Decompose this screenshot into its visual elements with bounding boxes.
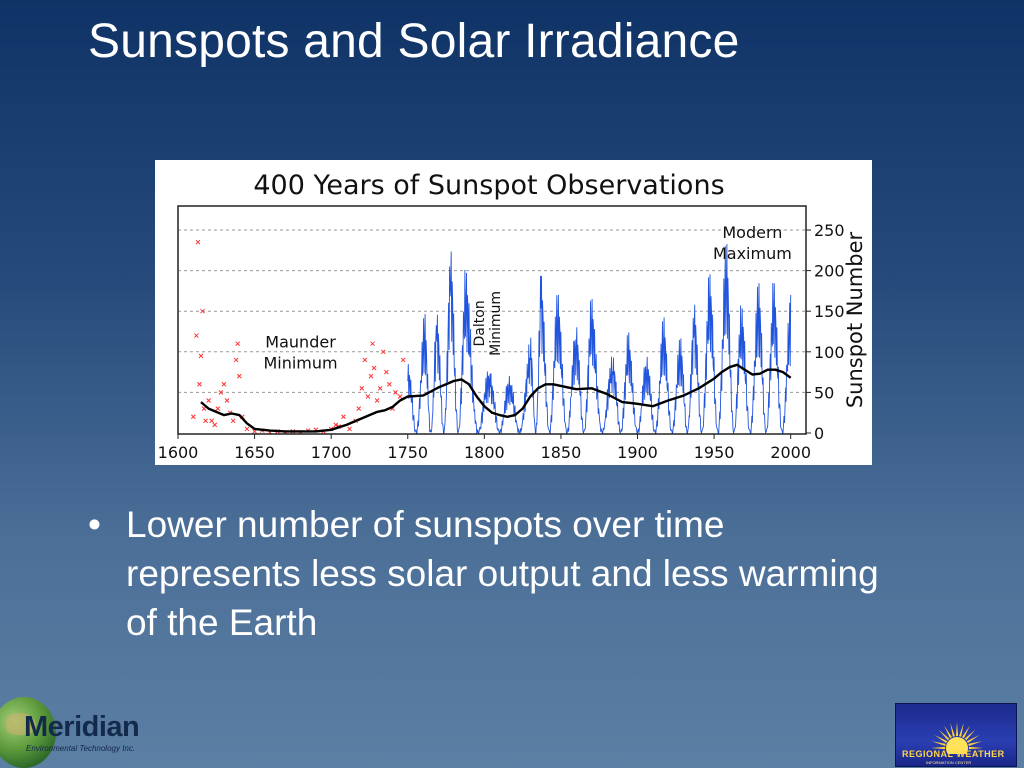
telescope-observations-series (407, 243, 792, 435)
plot-frame (177, 205, 807, 435)
data-point (190, 414, 196, 420)
series-line (200, 363, 792, 433)
globe-icon (0, 697, 56, 768)
smoothed-average-series (200, 363, 792, 433)
sun-ray (959, 722, 964, 737)
sun-ray (955, 722, 959, 737)
data-point (383, 369, 389, 375)
data-point (206, 398, 211, 403)
regional-weather-logo: REGIONAL WEATHER INFORMATION CENTER (895, 703, 1017, 767)
x-tick-label: 1800 (464, 443, 505, 462)
data-point (400, 357, 406, 363)
data-point (230, 418, 236, 424)
meridian-logo-name: Meridian (24, 711, 140, 743)
y-tick-label: 100 (814, 343, 845, 362)
series-line (407, 243, 792, 435)
data-point (371, 365, 377, 371)
x-tick-label: 1700 (311, 443, 352, 462)
data-point (212, 422, 218, 428)
data-point (215, 406, 221, 411)
data-point (233, 357, 239, 363)
data-point (393, 390, 398, 395)
annotation-line: Dalton (472, 300, 488, 346)
y-axis-label: Sunspot Number (843, 231, 867, 408)
x-tick-label: 2000 (770, 443, 811, 462)
sunspot-chart-panel: 400 Years of Sunspot Observations 1600 16… (155, 160, 872, 465)
sun-ray (944, 725, 952, 739)
y-tick-label: 200 (814, 262, 845, 281)
data-point (224, 398, 230, 403)
data-point (347, 426, 352, 432)
chart-title: 400 Years of Sunspot Observations (253, 170, 724, 201)
sun-ray (938, 729, 950, 741)
y-tick-label: 150 (814, 302, 845, 321)
meridian-logo: Meridian Environmental Technology Inc. (0, 697, 170, 768)
data-point (194, 333, 199, 338)
annotation-line: Minimum (488, 291, 504, 356)
data-point (200, 308, 205, 314)
y-tick-label: 250 (814, 221, 845, 240)
regional-weather-logo-name: REGIONAL WEATHER (902, 749, 1005, 759)
data-point (221, 381, 227, 387)
sun-ray (931, 746, 946, 750)
sun-ray (931, 741, 946, 746)
annotation-line: Minimum (263, 354, 337, 373)
data-point (333, 422, 339, 428)
data-point (218, 390, 224, 395)
y-tick-label: 50 (814, 383, 834, 402)
annotation-line: Maunder (265, 333, 336, 352)
data-point (359, 385, 365, 391)
sun-icon (931, 722, 983, 754)
data-point (197, 381, 202, 387)
data-point (365, 394, 371, 399)
slide-title: Sunspots and Solar Irradiance (88, 15, 740, 68)
chart-grid (178, 229, 806, 393)
x-tick-label: 1600 (158, 443, 199, 462)
data-point (368, 373, 374, 379)
data-point (236, 373, 242, 379)
data-point (377, 385, 383, 391)
x-tick-label: 1850 (541, 443, 582, 462)
annotation-line: Modern (722, 223, 782, 242)
data-point (198, 353, 204, 359)
x-tick-label: 1900 (617, 443, 658, 462)
sun-ray (968, 741, 983, 746)
x-tick-label: 1950 (694, 443, 735, 462)
data-point (370, 341, 375, 347)
regional-weather-logo-sub: INFORMATION CENTER (926, 760, 972, 765)
data-point (380, 349, 386, 355)
bullet-marker: • (88, 504, 101, 545)
bullet-text: Lower number of sunspots over time repre… (126, 504, 879, 643)
sun-ray (964, 729, 976, 741)
data-point (341, 414, 346, 420)
data-point (244, 426, 250, 432)
data-point (235, 341, 241, 347)
data-point (195, 239, 201, 245)
sunspot-chart: 400 Years of Sunspot Observations 1600 16… (158, 170, 867, 462)
annotation: Dalton Minimum (472, 291, 504, 356)
annotation-line: Maximum (713, 244, 792, 263)
data-point (203, 418, 208, 424)
meridian-logo-tagline: Environmental Technology Inc. (26, 744, 136, 753)
data-point (387, 381, 392, 387)
x-tick-label: 1650 (234, 443, 275, 462)
sun-ray (934, 735, 948, 743)
x-tick-label: 1750 (387, 443, 428, 462)
sun-ray (966, 735, 980, 743)
sun-ray (962, 725, 970, 739)
data-point (209, 418, 215, 424)
data-point (362, 357, 368, 363)
data-point (356, 406, 362, 411)
sun-ray (950, 722, 955, 737)
data-point (374, 398, 380, 403)
data-point (397, 394, 403, 399)
bullet-list: • Lower number of sunspots over time rep… (88, 500, 908, 647)
sun-ray (968, 746, 983, 750)
y-tick-label: 0 (814, 424, 824, 443)
